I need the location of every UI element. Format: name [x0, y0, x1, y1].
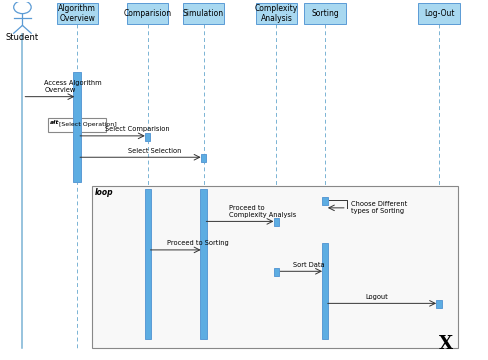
FancyBboxPatch shape: [127, 3, 168, 24]
FancyBboxPatch shape: [48, 118, 106, 132]
Bar: [145, 133, 150, 141]
FancyBboxPatch shape: [92, 186, 458, 348]
Text: Proceed to Sorting: Proceed to Sorting: [167, 240, 228, 246]
Bar: [273, 268, 279, 276]
Text: loop: loop: [95, 188, 113, 197]
Bar: [200, 189, 206, 339]
FancyBboxPatch shape: [418, 3, 459, 24]
FancyBboxPatch shape: [255, 3, 296, 24]
Bar: [321, 243, 327, 339]
Bar: [144, 189, 151, 339]
Text: Proceed to
Complexity Analysis: Proceed to Complexity Analysis: [228, 205, 296, 218]
Text: Choose Different
types of Sorting: Choose Different types of Sorting: [350, 202, 406, 215]
Bar: [73, 72, 81, 182]
Text: [Select Operation]: [Select Operation]: [59, 122, 116, 127]
Text: Sort Data: Sort Data: [293, 262, 325, 268]
FancyBboxPatch shape: [183, 3, 224, 24]
Bar: [201, 154, 206, 162]
Text: Select Comparision: Select Comparision: [105, 126, 170, 132]
Text: Student: Student: [6, 32, 39, 41]
Text: X: X: [438, 335, 452, 353]
Bar: [435, 300, 441, 308]
Text: Simulation: Simulation: [183, 9, 224, 18]
Text: Log-Out: Log-Out: [423, 9, 453, 18]
FancyBboxPatch shape: [57, 3, 98, 24]
Text: Select Selection: Select Selection: [127, 148, 181, 154]
Text: Complexity
Analysis: Complexity Analysis: [254, 4, 297, 23]
Text: Sorting: Sorting: [310, 9, 338, 18]
Text: Logout: Logout: [364, 294, 387, 300]
Bar: [322, 197, 327, 205]
Text: Access Algorithm
Overview: Access Algorithm Overview: [44, 80, 102, 93]
Text: alt: alt: [50, 120, 60, 125]
Text: Comparision: Comparision: [123, 9, 171, 18]
Bar: [273, 219, 279, 226]
FancyBboxPatch shape: [304, 3, 345, 24]
Text: Algorithm
Overview: Algorithm Overview: [58, 4, 96, 23]
